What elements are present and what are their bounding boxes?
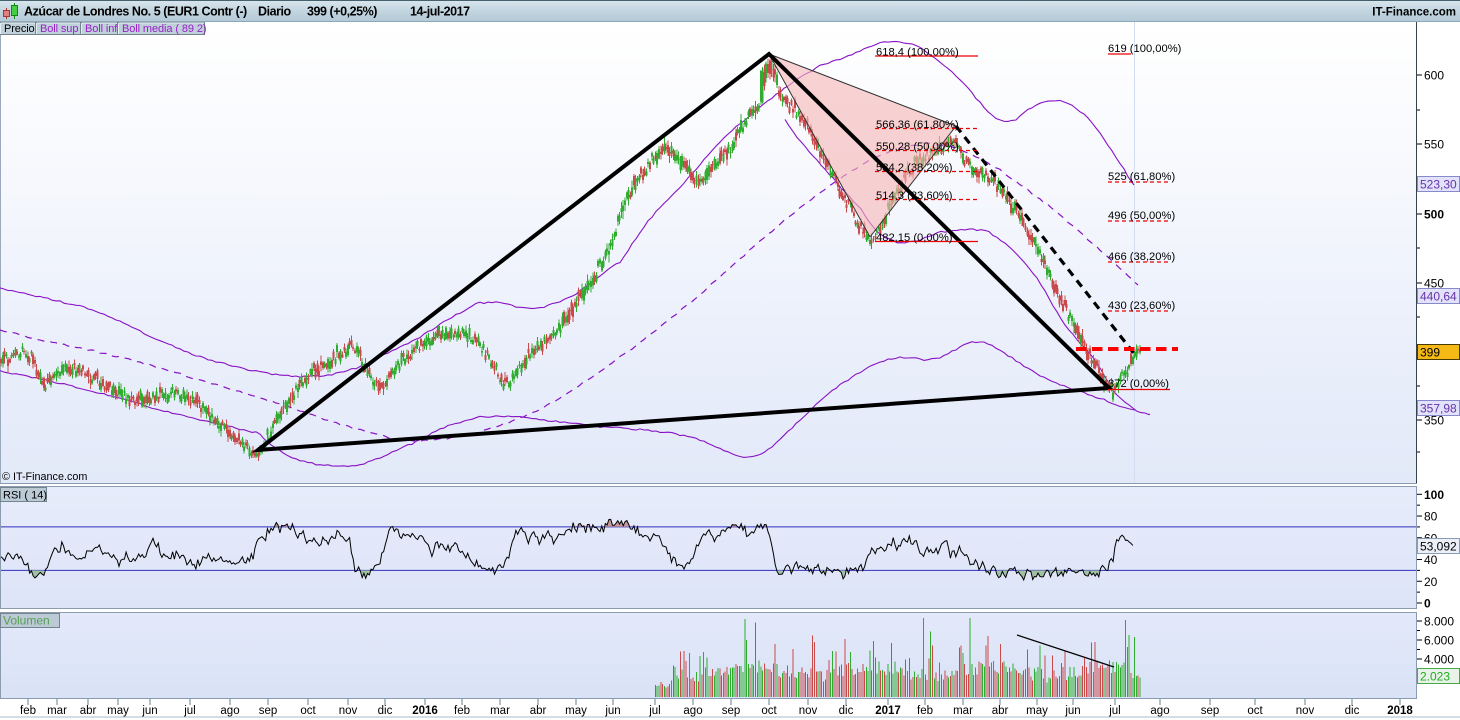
svg-text:399 (+0,25%): 399 (+0,25%) — [307, 5, 377, 19]
svg-text:440,64: 440,64 — [1420, 290, 1457, 304]
svg-text:feb: feb — [20, 705, 36, 717]
svg-text:may: may — [107, 705, 129, 717]
svg-text:abr: abr — [80, 705, 97, 717]
svg-text:dic: dic — [839, 705, 854, 717]
svg-text:Boll inf: Boll inf — [85, 23, 118, 35]
svg-text:jul: jul — [1108, 705, 1121, 717]
svg-text:534,2 (38,20%): 534,2 (38,20%) — [876, 162, 953, 174]
svg-text:100: 100 — [1424, 488, 1444, 502]
svg-text:618,4 (100,00%): 618,4 (100,00%) — [876, 47, 959, 59]
svg-text:dic: dic — [1345, 705, 1360, 717]
svg-text:oct: oct — [300, 705, 316, 717]
svg-text:0: 0 — [1424, 597, 1431, 611]
svg-text:oct: oct — [1247, 705, 1263, 717]
svg-text:Boll media ( 89 2): Boll media ( 89 2) — [122, 23, 206, 35]
svg-text:514,3 (23,60%): 514,3 (23,60%) — [876, 190, 953, 202]
svg-text:jul: jul — [648, 705, 661, 717]
svg-text:566,36 (61,80%): 566,36 (61,80%) — [876, 119, 959, 131]
svg-text:550: 550 — [1424, 138, 1444, 152]
svg-text:abr: abr — [530, 705, 547, 717]
svg-text:Boll sup: Boll sup — [40, 23, 78, 35]
svg-text:350: 350 — [1424, 414, 1444, 428]
svg-text:sep: sep — [722, 705, 741, 717]
svg-text:550,28 (50,00%): 550,28 (50,00%) — [876, 141, 959, 153]
svg-text:jun: jun — [1064, 705, 1080, 717]
svg-text:500: 500 — [1424, 208, 1444, 222]
svg-text:399: 399 — [1420, 346, 1440, 360]
svg-text:Azúcar de Londres No. 5 (EUR1: Azúcar de Londres No. 5 (EUR1 Contr (-) — [24, 5, 247, 19]
svg-text:jun: jun — [604, 705, 620, 717]
svg-text:© IT-Finance.com: © IT-Finance.com — [2, 471, 87, 483]
svg-text:Diario: Diario — [258, 5, 292, 19]
svg-text:feb: feb — [454, 705, 470, 717]
svg-text:80: 80 — [1424, 510, 1438, 524]
svg-text:jun: jun — [141, 705, 157, 717]
svg-text:ago: ago — [1150, 705, 1169, 717]
svg-text:nov: nov — [339, 705, 358, 717]
svg-text:372 (0,00%): 372 (0,00%) — [1108, 378, 1169, 390]
svg-text:6.000: 6.000 — [1424, 634, 1454, 648]
svg-text:oct: oct — [761, 705, 777, 717]
svg-text:450: 450 — [1424, 277, 1444, 291]
svg-text:mar: mar — [953, 705, 973, 717]
svg-text:2017: 2017 — [875, 705, 901, 717]
svg-text:RSI ( 14): RSI ( 14) — [3, 490, 47, 502]
svg-text:2016: 2016 — [412, 705, 438, 717]
svg-text:357,98: 357,98 — [1420, 402, 1457, 416]
svg-text:sep: sep — [1201, 705, 1220, 717]
svg-text:20: 20 — [1424, 575, 1438, 589]
svg-text:523,30: 523,30 — [1420, 178, 1457, 192]
svg-text:8.000: 8.000 — [1424, 615, 1454, 629]
svg-text:14-jul-2017: 14-jul-2017 — [410, 5, 470, 19]
svg-text:2018: 2018 — [1387, 705, 1413, 717]
svg-text:4.000: 4.000 — [1424, 653, 1454, 667]
svg-text:may: may — [565, 705, 587, 717]
svg-text:IT-Finance.com: IT-Finance.com — [1372, 7, 1456, 19]
svg-text:abr: abr — [992, 705, 1009, 717]
svg-text:may: may — [1026, 705, 1048, 717]
svg-text:mar: mar — [490, 705, 510, 717]
svg-text:jul: jul — [183, 705, 196, 717]
svg-text:430 (23,60%): 430 (23,60%) — [1108, 300, 1175, 312]
svg-text:dic: dic — [378, 705, 393, 717]
svg-text:53,092: 53,092 — [1420, 540, 1457, 554]
svg-text:nov: nov — [799, 705, 818, 717]
svg-text:sep: sep — [259, 705, 278, 717]
svg-text:496 (50,00%): 496 (50,00%) — [1108, 210, 1175, 222]
svg-text:feb: feb — [917, 705, 933, 717]
svg-text:nov: nov — [1296, 705, 1315, 717]
svg-text:mar: mar — [47, 705, 67, 717]
svg-text:482,15 (0,00%): 482,15 (0,00%) — [876, 232, 953, 244]
svg-text:Precio: Precio — [4, 23, 35, 35]
svg-text:525 (61,80%): 525 (61,80%) — [1108, 171, 1175, 183]
svg-text:40: 40 — [1424, 553, 1438, 567]
svg-text:Volumen: Volumen — [3, 614, 50, 628]
svg-text:ago: ago — [220, 705, 239, 717]
svg-text:619 (100,00%): 619 (100,00%) — [1108, 43, 1182, 55]
svg-text:600: 600 — [1424, 69, 1444, 83]
svg-text:2.023: 2.023 — [1420, 670, 1450, 684]
svg-text:466 (38,20%): 466 (38,20%) — [1108, 251, 1175, 263]
svg-text:ago: ago — [683, 705, 702, 717]
